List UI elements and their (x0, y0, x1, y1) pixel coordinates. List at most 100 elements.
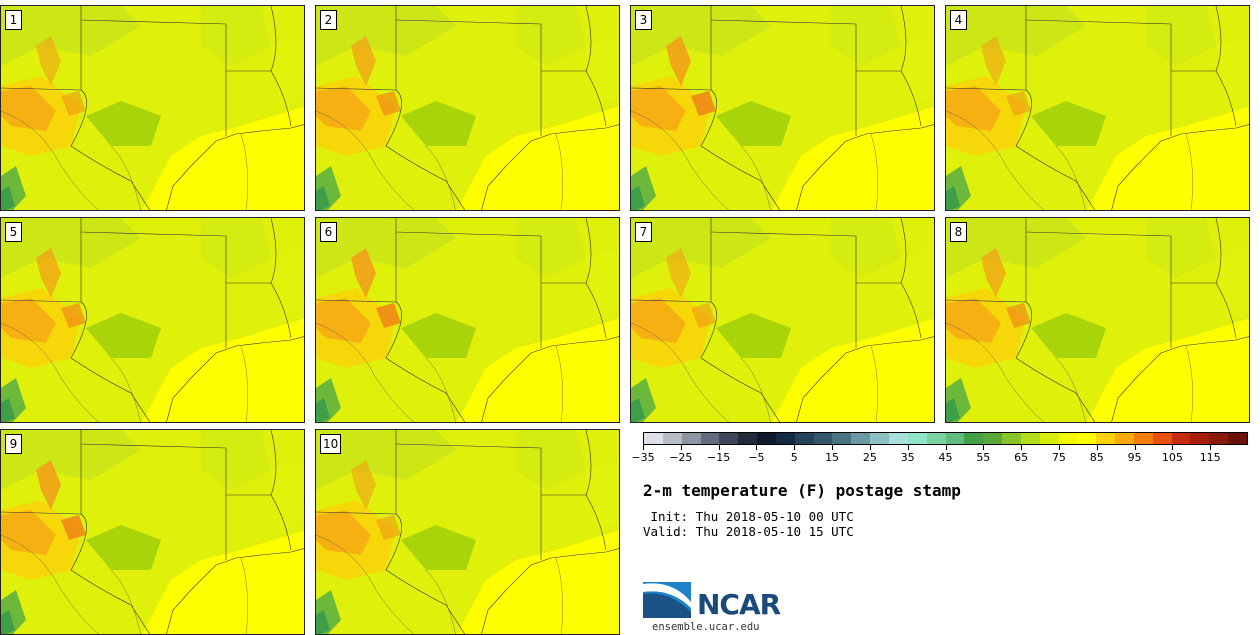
member-label: 6 (320, 222, 337, 242)
colorbar-tick (1172, 445, 1174, 450)
colorbar-tick-label: 115 (1199, 451, 1221, 464)
colorbar-tick-label: 15 (825, 451, 840, 464)
colorbar-swatch (983, 433, 1003, 444)
member-label: 10 (320, 434, 342, 454)
colorbar-swatch (1133, 433, 1153, 444)
ensemble-member-panel: 9 (0, 429, 305, 635)
colorbar-swatch (832, 433, 852, 444)
colorbar-swatch (757, 433, 776, 444)
logo-swoosh-dark (643, 593, 691, 618)
temperature-map (316, 430, 619, 634)
member-label: 3 (635, 10, 652, 30)
logo-swoosh-white (643, 583, 691, 608)
colorbar-tick-label: 5 (790, 451, 798, 464)
colorbar-tick (718, 445, 720, 450)
member-label: 9 (5, 434, 22, 454)
colorbar-tick-label: 45 (938, 451, 953, 464)
colorbar-swatch (1115, 433, 1134, 444)
colorbar-swatch (1039, 433, 1059, 444)
colorbar-swatch (870, 433, 889, 444)
colorbar-swatch (1020, 433, 1040, 444)
member-label: 8 (950, 222, 967, 242)
colorbar-tick-label: 55 (976, 451, 991, 464)
colorbar-tick (945, 445, 947, 450)
ncar-logo-icon (643, 582, 691, 618)
colorbar-tick (643, 445, 644, 450)
colorbar-tick-label: −5 (748, 451, 765, 464)
colorbar-tick-label: 75 (1051, 451, 1066, 464)
colorbar-swatch (700, 433, 720, 444)
member-label: 7 (635, 222, 652, 242)
colorbar-tick-label: −35 (631, 451, 655, 464)
ensemble-member-panel: 3 (630, 5, 935, 211)
member-label: 5 (5, 222, 22, 242)
ensemble-member-panel: 8 (945, 217, 1250, 423)
colorbar-tick (983, 445, 985, 450)
colorbar-swatch (1077, 433, 1097, 444)
ensemble-member-panel: 6 (315, 217, 620, 423)
init-time: Init: Thu 2018-05-10 00 UTC (643, 509, 854, 524)
colorbar-tick-label: 35 (900, 451, 915, 464)
ensemble-member-panel: 1 (0, 5, 305, 211)
colorbar-tick-label: 25 (862, 451, 877, 464)
colorbar-swatch (1209, 433, 1229, 444)
ensemble-member-panel: 10 (315, 429, 620, 635)
colorbar-swatch (719, 433, 739, 444)
plot-title: 2-m temperature (F) postage stamp (643, 481, 961, 500)
colorbar-swatch (662, 433, 682, 444)
temperature-map (1, 218, 304, 422)
colorbar-tick (1058, 445, 1060, 450)
colorbar-swatch (1152, 433, 1172, 444)
ensemble-member-panel: 5 (0, 217, 305, 423)
colorbar-swatch (1096, 433, 1116, 444)
member-label: 4 (950, 10, 967, 30)
colorbar-tick-label: 105 (1161, 451, 1183, 464)
temperature-map (316, 218, 619, 422)
colorbar-tick (907, 445, 909, 450)
ensemble-member-panel: 7 (630, 217, 935, 423)
colorbar-swatch (851, 433, 871, 444)
site-url[interactable]: ensemble.ucar.edu (652, 621, 760, 633)
colorbar-swatch (1171, 433, 1191, 444)
colorbar-swatch (964, 433, 984, 444)
temperature-map (1, 6, 304, 210)
colorbar-swatch (1228, 433, 1247, 444)
colorbar-tick-label: 65 (1014, 451, 1029, 464)
colorbar-ticks: −35 −25 −15 −5 5 15 25 35 45 55 65 75 85 95 105 115 (631, 445, 1248, 465)
valid-time: Valid: Thu 2018-05-10 15 UTC (643, 524, 854, 539)
colorbar-swatch (681, 433, 701, 444)
colorbar-tick-label: −25 (669, 451, 693, 464)
temperature-map (631, 218, 934, 422)
colorbar-tick (832, 445, 834, 450)
temperature-map (946, 6, 1249, 210)
colorbar-swatch (907, 433, 927, 444)
temperature-colorbar (643, 432, 1248, 445)
colorbar-tick (794, 445, 796, 450)
colorbar-swatch (1002, 433, 1021, 444)
colorbar-tick (1210, 445, 1212, 450)
temperature-map (946, 218, 1249, 422)
colorbar-swatch (738, 433, 758, 444)
temperature-map (1, 430, 304, 634)
colorbar-tick-label: −15 (707, 451, 731, 464)
colorbar-swatch (813, 433, 833, 444)
colorbar-swatch (888, 433, 908, 444)
colorbar-swatch (775, 433, 795, 444)
colorbar-tick (1134, 445, 1136, 450)
ncar-wordmark: NCAR (697, 588, 781, 621)
colorbar-swatch (1058, 433, 1078, 444)
temperature-map (316, 6, 619, 210)
colorbar-tick (756, 445, 758, 450)
colorbar-swatch (644, 433, 663, 444)
colorbar-tick (869, 445, 871, 450)
colorbar-tick-label: 95 (1127, 451, 1142, 464)
member-label: 2 (320, 10, 337, 30)
colorbar-tick-label: 85 (1089, 451, 1104, 464)
colorbar-swatch (794, 433, 814, 444)
colorbar-swatch (1190, 433, 1210, 444)
colorbar-tick (1021, 445, 1023, 450)
colorbar-tick (1096, 445, 1098, 450)
ensemble-member-panel: 2 (315, 5, 620, 211)
temperature-map (631, 6, 934, 210)
colorbar-swatch (926, 433, 946, 444)
